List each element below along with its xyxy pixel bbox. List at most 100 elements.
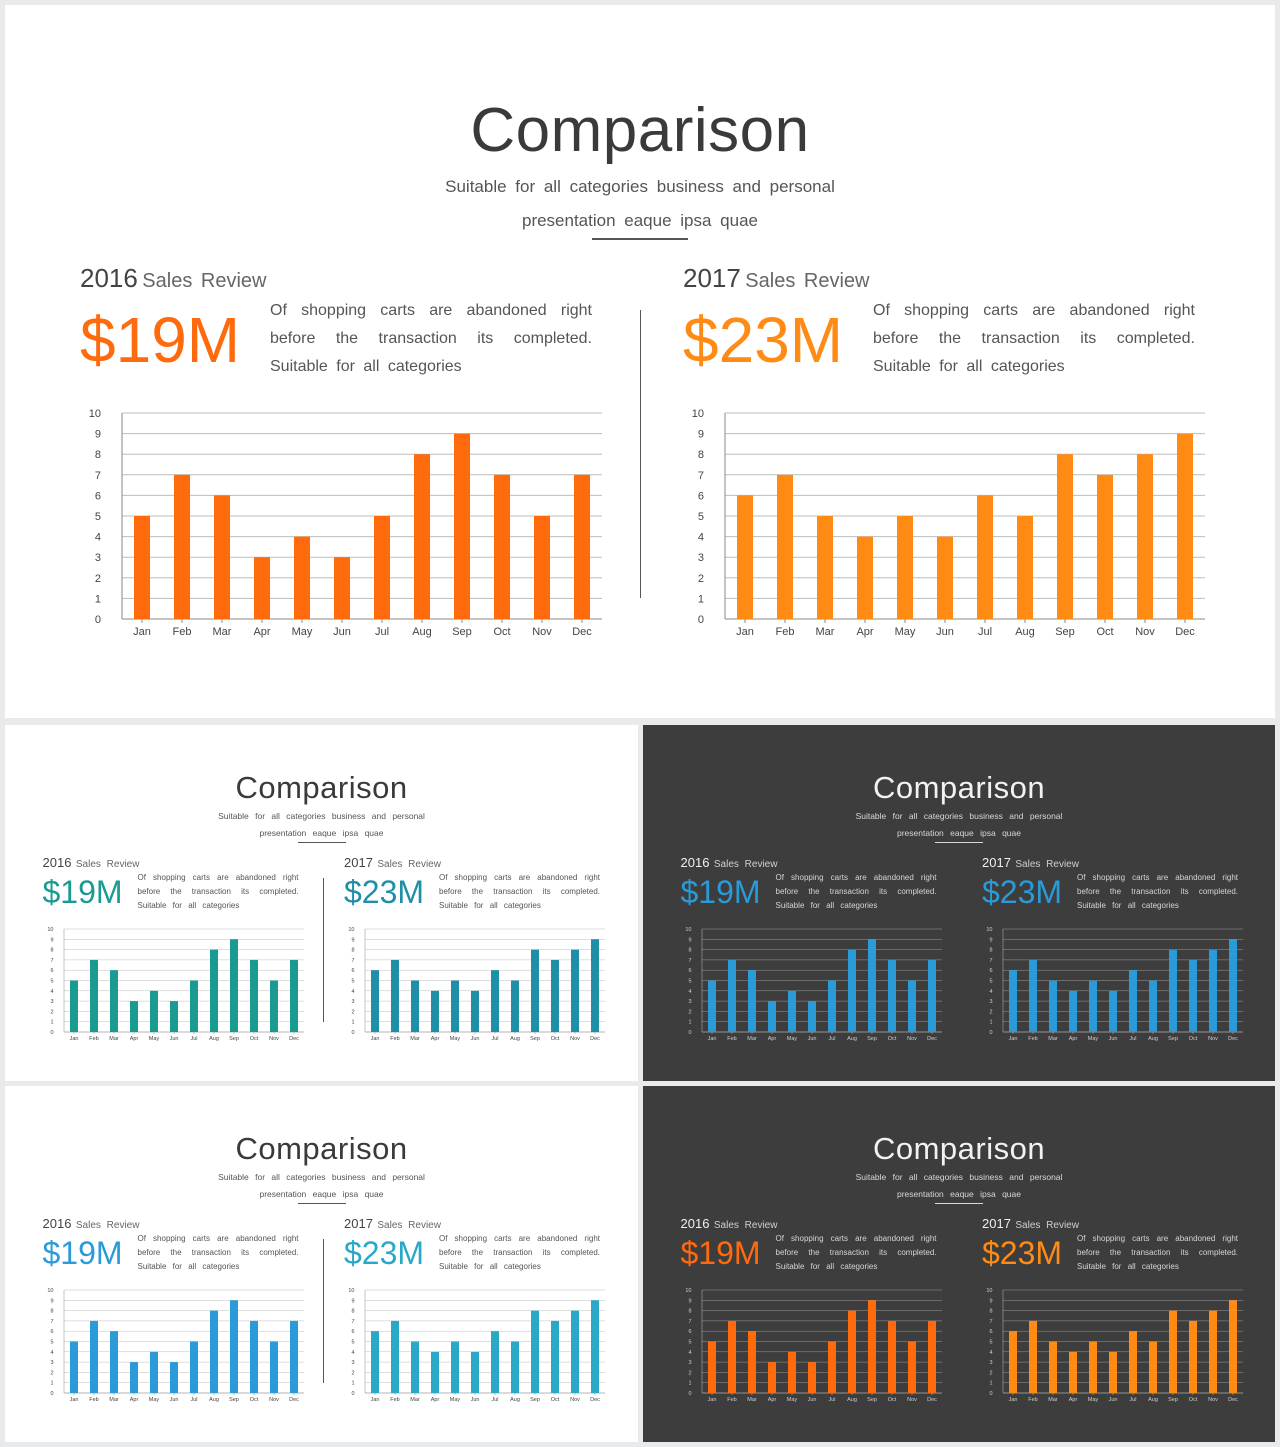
y-tick-label: 8 (50, 1309, 53, 1315)
description-line: Of shopping carts are abandoned right (1077, 1234, 1238, 1243)
bar-may (294, 536, 310, 619)
y-tick-label: 0 (698, 614, 704, 626)
bar-chart-2016: 0 1 2 3 4 5 6 7 8 9 10 Jan Feb Mar Apr May Jun Jul Aug Sep O… (89, 408, 602, 638)
description-line: Suitable for all categories (1077, 901, 1179, 910)
x-tick-label: May (1088, 1397, 1099, 1403)
slide-1: Comparison Suitable for all categories bu… (5, 5, 1275, 718)
panel-heading: 2016 Sales Review (43, 1215, 140, 1233)
bar-jun (937, 536, 953, 619)
bar-feb (174, 474, 190, 619)
y-tick-label: 1 (351, 1381, 354, 1387)
sales-panel-2016: 2016 Sales Review $19M Of shopping carts a… (43, 854, 311, 1044)
sales-panel-2017: 2017 Sales Review $23M Of shopping carts a… (982, 854, 1250, 1044)
description-line: Of shopping carts are abandoned right (775, 1234, 937, 1243)
sales-amount: $19M (80, 304, 241, 376)
x-tick-label: Jul (491, 1397, 498, 1403)
bar-aug (847, 949, 856, 1032)
bar-may (1089, 1341, 1097, 1393)
bar-jan (737, 495, 753, 619)
x-tick-label: Nov (269, 1036, 279, 1042)
column-divider (322, 877, 324, 1022)
y-tick-label: 9 (989, 937, 992, 943)
x-tick-label: Oct (887, 1036, 896, 1042)
y-tick-label: 6 (50, 968, 53, 974)
bar-may (149, 990, 158, 1032)
bar-mar (411, 1341, 419, 1393)
bar-oct (1189, 959, 1197, 1032)
x-tick-label: Jun (936, 626, 954, 638)
y-tick-label: 3 (351, 999, 354, 1005)
y-tick-label: 9 (95, 429, 101, 441)
panel-heading: 2016 Sales Review (43, 854, 140, 872)
bar-jul (491, 970, 499, 1032)
description-line: before the transaction its completed. (137, 887, 299, 896)
y-tick-label: 8 (351, 948, 354, 954)
x-tick-label: Nov (1208, 1397, 1218, 1403)
panel-description: Of shopping carts are abandoned right bef… (873, 297, 1195, 381)
y-tick-label: 1 (95, 593, 101, 605)
x-tick-label: Mar (747, 1036, 757, 1042)
y-tick-label: 2 (95, 573, 101, 585)
x-tick-label: Feb (89, 1036, 98, 1042)
panel-description: Of shopping carts are abandoned right bef… (138, 871, 299, 913)
x-tick-label: Feb (727, 1397, 736, 1403)
bar-nov (1137, 454, 1153, 619)
y-tick-label: 6 (688, 1329, 691, 1335)
bar-nov (1209, 949, 1217, 1032)
bar-feb (1029, 959, 1037, 1032)
panel-year: 2017 (344, 1216, 373, 1231)
bar-nov (571, 1310, 579, 1393)
panel-label: Sales Review (75, 1220, 140, 1231)
y-tick-label: 0 (351, 1030, 354, 1036)
slide-2: Comparison Suitable for all categories bu… (5, 725, 638, 1081)
description-line: Of shopping carts are abandoned right (137, 873, 299, 882)
x-tick-label: Oct (249, 1036, 258, 1042)
bar-feb (391, 1320, 399, 1393)
sales-amount: $19M (42, 1235, 123, 1271)
x-tick-label: Jul (491, 1036, 498, 1042)
x-tick-label: Jun (169, 1036, 178, 1042)
x-tick-label: Nov (907, 1397, 917, 1403)
y-tick-label: 7 (698, 470, 704, 482)
panel-description: Of shopping carts are abandoned right bef… (439, 871, 600, 913)
bar-may (787, 1351, 796, 1393)
y-tick-label: 7 (50, 1319, 53, 1325)
bar-jun (334, 557, 350, 619)
x-tick-label: Jun (807, 1036, 816, 1042)
x-tick-label: Feb (390, 1036, 399, 1042)
bar-jun (807, 1001, 816, 1032)
y-tick-label: 0 (989, 1030, 992, 1036)
bar-jan (69, 980, 78, 1032)
x-tick-label: Jul (978, 626, 992, 638)
bar-dec (1229, 1300, 1237, 1393)
panel-heading: 2016 Sales Review (681, 854, 778, 872)
slide-title: Comparison (235, 1131, 408, 1166)
y-tick-label: 8 (688, 948, 691, 954)
x-tick-label: Sep (1168, 1036, 1178, 1042)
bar-sep (1169, 1310, 1177, 1393)
bar-oct (1097, 474, 1113, 619)
x-tick-label: Apr (1069, 1397, 1078, 1403)
y-tick-label: 10 (986, 927, 992, 933)
description-line: Suitable for all categories (1077, 1262, 1179, 1271)
y-tick-label: 4 (50, 989, 53, 995)
slide-subtitle-line: Suitable for all categories business and… (218, 1172, 425, 1182)
x-tick-label: May (148, 1397, 159, 1403)
y-tick-label: 5 (95, 511, 101, 523)
bar-nov (269, 980, 278, 1032)
x-tick-label: Apr (767, 1036, 776, 1042)
panel-year: 2016 (42, 855, 72, 870)
sales-amount: $23M (982, 1235, 1063, 1271)
description-line: before the transaction its completed. (439, 887, 600, 896)
y-tick-label: 2 (989, 1370, 992, 1376)
bar-aug (209, 1310, 218, 1393)
bar-apr (767, 1362, 776, 1393)
x-tick-label: May (292, 626, 313, 638)
slide-title: Comparison (235, 770, 408, 805)
sales-amount: $19M (680, 874, 761, 910)
sales-panel-2016: 2016 Sales Review $19M Of shopping carts a… (681, 1215, 949, 1405)
x-tick-label: Sep (867, 1397, 877, 1403)
bar-jan (1009, 970, 1017, 1032)
x-tick-label: Mar (109, 1397, 119, 1403)
bar-jul (491, 1331, 499, 1393)
